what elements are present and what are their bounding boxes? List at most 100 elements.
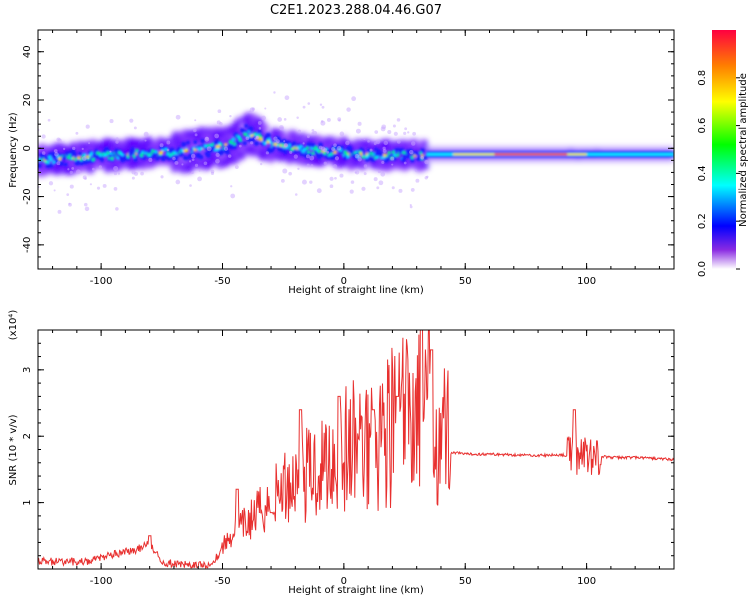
heatmap-speckle [289,150,293,154]
heatmap-speckle [265,151,269,155]
heatmap-speckle [420,155,425,160]
heatmap-speckle [115,137,119,140]
heatmap-blob [154,160,161,166]
heatmap-blob [155,156,160,161]
heatmap-speckle [57,138,62,143]
heatmap-speckle [334,176,337,180]
y-tick-label: 20 [22,94,33,107]
heatmap-speckle [245,136,250,141]
heatmap-blob [78,141,85,148]
heatmap-blob [261,123,269,131]
heatmap-blob [263,141,267,146]
heatmap-speckle [374,130,379,134]
heatmap-blob [266,154,276,163]
heatmap-speckle [54,152,59,157]
colorbar-ticks: 0.0 0.2 0.4 0.6 0.8 [697,70,740,277]
heatmap-blob [48,155,52,159]
heatmap-speckle [166,140,171,145]
heatmap-speckle [131,176,135,180]
heatmap-speckle [258,127,262,130]
heatmap-blob [63,162,68,167]
heatmap-speckle [91,167,95,171]
heatmap-speckle [223,146,229,151]
colorbar: 0.0 0.2 0.4 0.6 0.8 Normalized spectral ampl… [697,30,749,277]
heatmap-speckle [309,180,313,184]
snr-ticks: -100 -50 0 50 100 1 2 3 [22,330,674,587]
colorbar-label: Normalized spectral amplitude [738,73,749,227]
heatmap-blob [420,148,425,153]
heatmap-speckle [293,154,298,159]
heatmap-speckle [279,125,284,130]
heatmap-blob [259,135,263,139]
heatmap-speckle [339,131,345,137]
heatmap-blob [319,152,325,158]
heatmap-blob [265,132,271,139]
heatmap-speckle [424,176,428,180]
heatmap-blob [199,146,203,151]
heatmap-blob [270,147,275,152]
colorbar-tick-label: 0.0 [697,261,708,277]
heatmap-speckle [329,184,334,189]
heatmap-speckle [56,161,61,166]
heatmap-speckle [62,147,66,151]
heatmap-blob [120,152,125,157]
heatmap-speckle [83,202,88,207]
heatmap-blob [48,163,54,168]
heatmap-blob [217,144,221,149]
spectrogram-ticks: -100 -50 0 50 100 -40 -20 0 20 40 [22,30,674,287]
heatmap-speckle [75,131,79,135]
heatmap-blob [391,150,395,154]
heatmap-speckle [81,156,87,161]
snr-scale-label: (x10⁴) [8,310,19,341]
heatmap-speckle [71,166,75,170]
heatmap-speckle [306,135,310,139]
heatmap-speckle [53,189,56,192]
heatmap-blob [267,138,272,142]
colorbar-tick-label: 0.6 [697,118,708,134]
heatmap-speckle [412,131,417,136]
heatmap-speckle [261,115,266,121]
heatmap-speckle [87,157,90,160]
heatmap-speckle [181,163,184,166]
heatmap-speckle [376,186,380,190]
x-tick-label: 50 [459,276,472,287]
heatmap-blob [370,157,376,163]
heatmap-speckle [217,109,222,114]
heatmap-speckle [321,105,325,109]
heatmap-blob [154,150,158,154]
heatmap-speckle [373,142,377,146]
heatmap-speckle [203,161,208,166]
heatmap-speckle [210,171,215,175]
heatmap-blob [407,154,412,159]
heatmap-speckle [355,128,361,134]
heatmap-speckle [403,131,407,135]
heatmap-speckle [301,179,307,185]
heatmap-speckle [403,161,407,165]
heatmap-speckle [309,155,315,161]
heatmap-blob [44,155,50,161]
x-tick-label: 100 [577,276,596,287]
heatmap-speckle [113,165,119,171]
heatmap-speckle [264,107,267,110]
heatmap-speckle [81,147,84,151]
heatmap-speckle [206,146,212,152]
heatmap-speckle [229,114,232,118]
heatmap-speckle [392,124,396,128]
heatmap-speckle [250,141,254,145]
y-tick-label: 3 [22,367,33,373]
heatmap-speckle [215,152,220,157]
heatmap-speckle [320,120,324,123]
x-tick-label: 50 [459,576,472,587]
heatmap-speckle [302,105,306,109]
heatmap-blob [126,156,131,161]
heatmap-speckle [193,128,197,133]
heatmap-speckle [331,146,336,151]
heatmap-speckle [204,136,210,142]
heatmap-speckle [53,149,58,153]
heatmap-speckle [326,117,331,122]
heatmap-speckle [387,130,392,135]
heatmap-speckle [280,178,285,183]
heatmap-blob [49,158,53,162]
heatmap-blob [254,133,259,137]
heatmap-speckle [249,107,255,113]
